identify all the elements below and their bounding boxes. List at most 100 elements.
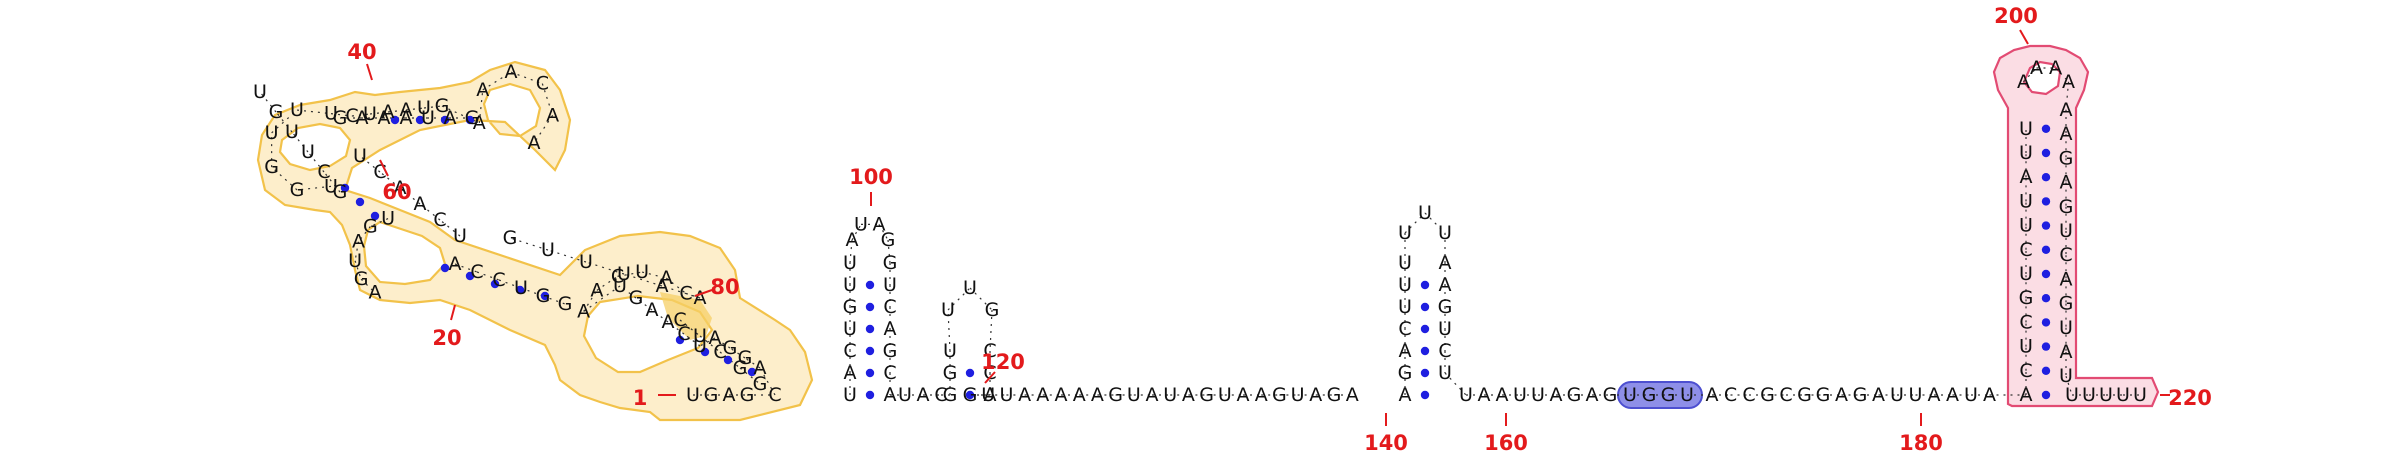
base-pair-dot — [465, 115, 475, 125]
nucleotide: A — [917, 384, 930, 406]
nucleotide: A — [662, 311, 675, 333]
backbone-link — [759, 367, 776, 396]
nucleotide: A — [394, 177, 407, 199]
backbone-link — [969, 287, 993, 311]
base-pair-dot — [2041, 221, 2051, 230]
backbone-link — [259, 91, 277, 113]
nucleotide: G — [1797, 384, 1812, 406]
nucleotide: A — [1255, 384, 1268, 406]
backbone-link — [947, 287, 971, 311]
base-pair-dot — [1420, 346, 1430, 356]
nucleotide: G — [883, 340, 898, 362]
backbone-link — [423, 105, 443, 109]
nucleotide: A — [476, 79, 489, 101]
base-pair-dot — [965, 368, 975, 378]
nucleotide: A — [546, 104, 559, 126]
nucleotide: U — [324, 175, 338, 197]
position-label-1: 1 — [633, 386, 648, 410]
nucleotide: U — [1218, 384, 1232, 406]
nucleotide: A — [2060, 123, 2073, 145]
nucleotide: G — [558, 293, 573, 315]
position-label-120: 120 — [981, 350, 1025, 374]
nucleotide: C — [2059, 244, 2072, 266]
nucleotide: A — [1036, 384, 1049, 406]
nucleotide: U — [1909, 384, 1923, 406]
nucleotide: U — [963, 277, 977, 299]
nucleotide: A — [1346, 384, 1359, 406]
nucleotide: U — [999, 384, 1013, 406]
domain-highlights — [256, 44, 2160, 422]
nucleotide: G — [1816, 384, 1831, 406]
base-pair-dot — [965, 390, 975, 400]
nucleotide: U — [2019, 215, 2033, 237]
nucleotide: G — [753, 373, 768, 395]
nucleotide: G — [963, 384, 978, 406]
base-pair-dot — [2041, 318, 2051, 327]
poly-u-tail-nucleotide: U — [2116, 384, 2130, 406]
nucleotide: G — [435, 95, 450, 117]
nucleotide: U — [943, 340, 957, 362]
backbone-link — [583, 285, 621, 312]
base-pair-dot — [2041, 294, 2051, 303]
base-pair-dot — [865, 390, 875, 400]
nucleotide: G — [1853, 384, 1868, 406]
backbone-link — [699, 337, 716, 347]
nucleotide: U — [2059, 220, 2073, 242]
nucleotide: U — [1398, 252, 1412, 274]
base-pair-dot — [1420, 324, 1430, 334]
nucleotide: U — [290, 99, 304, 121]
nucleotide: U — [843, 252, 857, 274]
nucleotide: U — [1459, 384, 1473, 406]
backbone-link — [271, 109, 298, 134]
nucleotide: U — [883, 274, 897, 296]
nucleotide: A — [505, 61, 518, 83]
nucleotide: G — [843, 296, 858, 318]
base-pair-dot — [440, 263, 450, 273]
backbone-link — [739, 367, 761, 385]
nucleotide: A — [1091, 384, 1104, 406]
base-pair-dot — [465, 271, 475, 281]
nucleotide: U — [417, 97, 431, 119]
nucleotide: G — [2019, 287, 2034, 309]
nucleotide: U — [1418, 202, 1432, 224]
base-pair-dot — [340, 183, 350, 193]
nucleotide: U — [453, 225, 467, 247]
nucleotide: C — [536, 73, 549, 95]
nucleotide: U — [421, 107, 435, 129]
nucleotide: A — [1496, 384, 1509, 406]
nucleotide: U — [2019, 263, 2033, 285]
position-label-80: 80 — [710, 275, 739, 299]
backbone-link — [369, 111, 389, 115]
nucleotide: U — [2059, 365, 2073, 387]
nucleotide: G — [1438, 296, 1453, 318]
base-pair-dot — [865, 324, 875, 334]
nucleotide: C — [1742, 384, 1755, 406]
position-label-20: 20 — [432, 326, 461, 350]
nucleotide: U — [285, 121, 299, 143]
backbone-link — [1424, 212, 1446, 234]
nucleotide: A — [873, 213, 886, 235]
nucleotide: U — [1531, 384, 1545, 406]
nucleotide: A — [1983, 384, 1996, 406]
position-label-220: 220 — [2168, 386, 2212, 410]
nucleotide: A — [1872, 384, 1885, 406]
nucleotide-5p: A — [723, 384, 736, 406]
nucleotide: G — [354, 268, 369, 290]
nucleotide: U — [541, 239, 555, 261]
nucleotide: G — [1760, 384, 1775, 406]
backbone-link — [307, 151, 325, 173]
backbone-link — [744, 357, 761, 369]
nucleotide: A — [884, 318, 897, 340]
nucleotide: U — [381, 208, 395, 230]
backbone-link — [2055, 67, 2069, 83]
nucleotide: U — [1163, 384, 1177, 406]
poly-u-tail-nucleotide: U — [2099, 384, 2113, 406]
nucleotide: A — [1946, 384, 1959, 406]
position-label-40: 40 — [347, 40, 376, 64]
nucleotide: C — [492, 269, 505, 291]
nucleotide: G — [883, 252, 898, 274]
nucleotide: A — [709, 327, 722, 349]
nucleotide: A — [577, 300, 590, 322]
position-tick — [450, 304, 456, 321]
